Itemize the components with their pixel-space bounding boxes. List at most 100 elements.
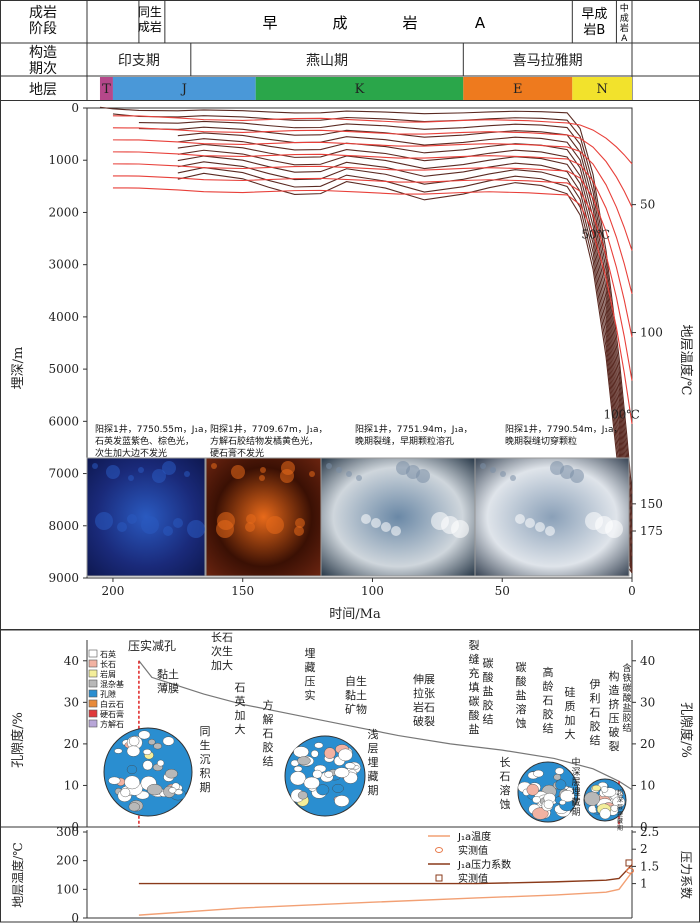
label-line: 伊 [590,678,601,691]
temp-tick-label-b: 0 [71,911,79,923]
legend-label-4: 孔隙 [100,689,116,699]
thin-section-grain [293,765,303,772]
stage-label-line: 早成 [581,7,607,22]
photo-grain [141,516,159,534]
temperature-curve [138,871,633,916]
photo-grain [451,520,469,538]
label-line: 结 [543,722,554,735]
age-tick-label: 150 [231,584,254,598]
label-line: 铁 [622,672,631,684]
thin-section-grain [314,742,324,749]
label-line: 藏 [617,817,623,825]
legend-label-0: 石英 [100,649,116,659]
photo-caption-1: 阳探1井，7750.55m，J₁a， [95,423,213,435]
stage-label-line: 同生 [138,5,162,19]
thin-section-3 [517,761,579,823]
header-label-line: 期次 [29,61,57,77]
depth-tick-label: 1000 [48,153,79,167]
label-line: 藏 [368,770,379,783]
thin-section-grain [303,776,320,790]
label-line: 酸 [516,674,527,688]
label-line: 黏土 [345,688,367,702]
label-line: 质 [565,700,576,713]
temp-tick-label: 50 [640,198,655,212]
photo-grain [127,514,137,524]
thin-section-grain [120,787,131,798]
label-line: 深 [617,796,623,804]
label-line: 胶 [622,712,631,724]
porosity-tick-label: 30 [64,695,79,709]
thin-section-grain [289,771,306,786]
label-line: 期 [200,781,211,794]
header-label-line: 成岩 [29,5,57,21]
depth-tick-label: 4000 [48,310,79,324]
thin-section-grain [543,799,554,809]
thin-section-grain [338,748,353,762]
stage-label-line: 中 [620,2,629,14]
stratum-T [99,77,113,100]
thin-section-grain [168,787,177,794]
thin-section-grain [310,750,319,758]
legend-pressure-marker [435,874,443,882]
photo-caption-3: 阳探1井，7751.94m，J₁a， [355,423,473,435]
label-line: 填 [469,680,480,694]
burial-line [177,149,633,573]
bottom-legend-label-2: J₁a压力系数 [457,858,511,871]
stratum-E [463,77,573,100]
label-line: 酸 [622,693,631,704]
photo-grain [570,469,584,483]
photo-grain [361,514,371,524]
label-line: 长 [500,756,511,769]
label-line: 薄膜 [157,681,179,695]
legend-swatch-0 [88,649,98,658]
label-line: 同 [200,725,211,738]
thin-section-grain [126,765,138,775]
annotation-a1: 压实减孔 [128,638,176,653]
thin-section-4 [583,778,627,822]
photo-grain [326,463,332,469]
age-tick-label: 100 [361,584,384,598]
photo-grain [128,475,134,481]
thin-section-grain [532,807,549,820]
label-line: 沉 [200,753,211,766]
legend-label-6: 硬石膏 [100,709,124,719]
isotherm-line [112,127,633,208]
label-line: 龄 [543,679,554,693]
thin-section-grain [554,767,565,775]
label-line: 利 [590,692,601,705]
label-line: 挤 [609,697,620,711]
photo-grain [187,520,205,538]
thin-section-grain [157,759,165,767]
header-label-line: 构造 [29,45,57,61]
photo-grain [535,522,545,532]
label-line: 裂 [609,740,620,753]
temp-tick-label: 175 [640,524,663,538]
label-line: 构 [609,669,620,683]
label-line: 溶 [500,783,511,797]
legend-swatch-5 [88,699,98,708]
header-label-line: 地层 [29,82,57,98]
label-line: 石 [590,706,601,719]
photo-grain [480,463,486,469]
photo-grain [216,520,234,538]
burial-line [177,166,633,573]
label-line: 碳 [622,682,631,694]
label-line: 溶 [516,702,527,716]
stratum-gap [112,77,139,100]
stage-label-line: 成岩 [138,19,162,34]
depth-tick-label: 3000 [48,258,79,272]
photo-grain [266,516,284,534]
legend-label-1: 长石 [100,659,116,669]
photo-grain [371,518,381,528]
stratum-label-J: J [180,82,187,97]
thin-section-grain [533,769,544,778]
depth-tick-label: 5000 [48,362,79,376]
thin-section-grain [146,783,163,796]
